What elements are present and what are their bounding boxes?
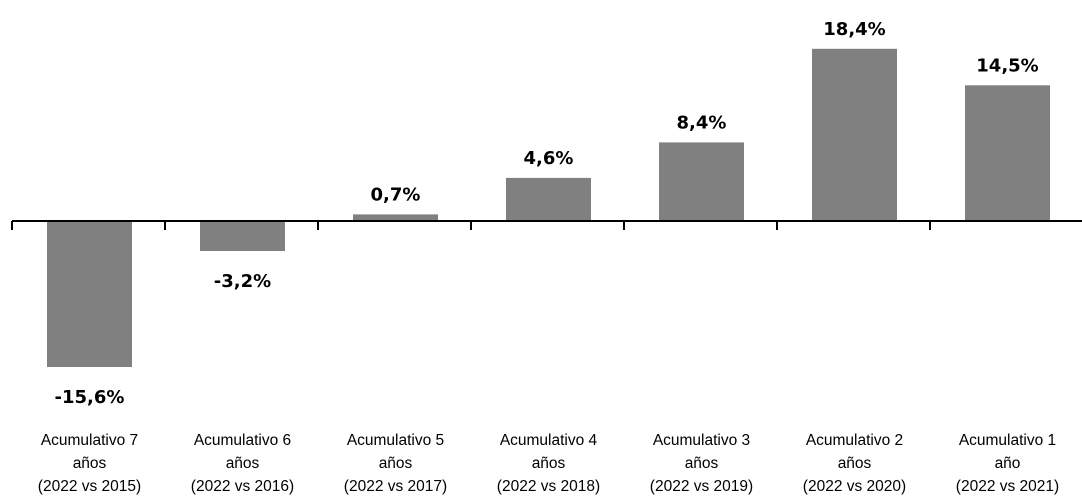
category-label-5-line-1: Acumulativo 3 — [653, 432, 750, 449]
category-label-5-line-3: (2022 vs 2019) — [650, 478, 753, 495]
category-label-7-line-2: año — [995, 455, 1021, 472]
category-label-2-line-2: años — [226, 455, 260, 472]
category-label-2-line-1: Acumulativo 6 — [194, 432, 291, 449]
category-label-3-line-2: años — [379, 455, 413, 472]
category-label-4-line-3: (2022 vs 2018) — [497, 478, 600, 495]
category-label-6-line-2: años — [838, 455, 872, 472]
category-label-5-line-2: años — [685, 455, 719, 472]
data-labels-group: -15,6% -3,2% 0,7% 4,6% 8,4% 18,4% 14,5% — [55, 19, 1039, 408]
bar-7 — [965, 85, 1050, 221]
category-labels-group: Acumulativo 7 años (2022 vs 2015) Acumulati… — [38, 432, 1059, 495]
category-label-1-line-3: (2022 vs 2015) — [38, 478, 141, 495]
category-label-6-line-3: (2022 vs 2020) — [803, 478, 906, 495]
data-label-4: 4,6% — [524, 148, 574, 169]
data-label-2: -3,2% — [214, 271, 271, 292]
data-label-5: 8,4% — [677, 112, 727, 133]
category-label-3-line-1: Acumulativo 5 — [347, 432, 444, 449]
category-label-2-line-3: (2022 vs 2016) — [191, 478, 294, 495]
category-label-7-line-1: Acumulativo 1 — [959, 432, 1056, 449]
category-label-6-line-1: Acumulativo 2 — [806, 432, 903, 449]
bar-4 — [506, 177, 591, 221]
category-label-1-line-1: Acumulativo 7 — [41, 432, 138, 449]
data-label-3: 0,7% — [371, 184, 421, 205]
category-label-1-line-2: años — [73, 455, 107, 472]
bars-group — [47, 48, 1050, 367]
category-label-3-line-3: (2022 vs 2017) — [344, 478, 447, 495]
data-label-1: -15,6% — [55, 387, 125, 408]
bar-3 — [353, 214, 438, 221]
category-label-4-line-1: Acumulativo 4 — [500, 432, 598, 449]
x-axis — [11, 220, 1082, 230]
bar-5 — [659, 142, 744, 221]
data-label-7: 14,5% — [976, 55, 1038, 76]
category-label-7-line-3: (2022 vs 2021) — [956, 478, 1059, 495]
data-label-6: 18,4% — [823, 19, 885, 40]
category-label-4-line-2: años — [532, 455, 566, 472]
bar-1 — [47, 221, 132, 367]
bar-6 — [812, 48, 897, 221]
bar-2 — [200, 221, 285, 251]
